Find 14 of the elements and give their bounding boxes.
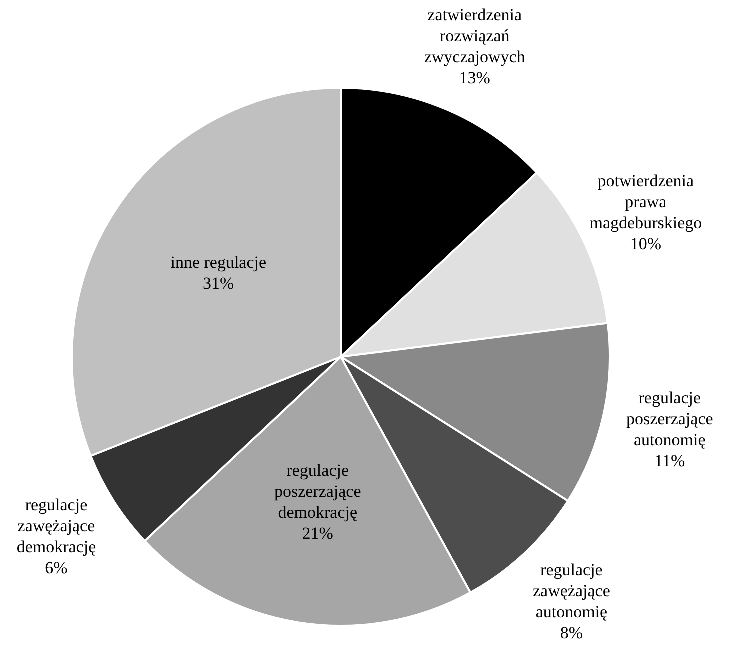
data-label: 11% bbox=[654, 451, 686, 470]
data-label: 31% bbox=[203, 274, 234, 293]
slice-label: inne regulacje bbox=[170, 252, 267, 272]
slice-label: regulacje poszerzające demokrację bbox=[274, 461, 362, 522]
data-label: 21% bbox=[302, 524, 334, 544]
slice-label: zatwierdzenia rozwiązań zwyczajowych bbox=[424, 6, 526, 67]
slice-label: potwierdzenia prawa magdeburskiego bbox=[590, 171, 702, 232]
data-label: 13% bbox=[459, 68, 490, 88]
slice-label: regulacje zawężające autonomię bbox=[533, 560, 610, 622]
data-label: 6% bbox=[45, 558, 68, 578]
slice-label: regulacje poszerzające autonomię bbox=[626, 388, 714, 450]
data-label: 8% bbox=[560, 624, 584, 643]
slice-label: regulacje zawężające demokrację bbox=[16, 496, 96, 557]
data-label: 10% bbox=[630, 234, 662, 254]
